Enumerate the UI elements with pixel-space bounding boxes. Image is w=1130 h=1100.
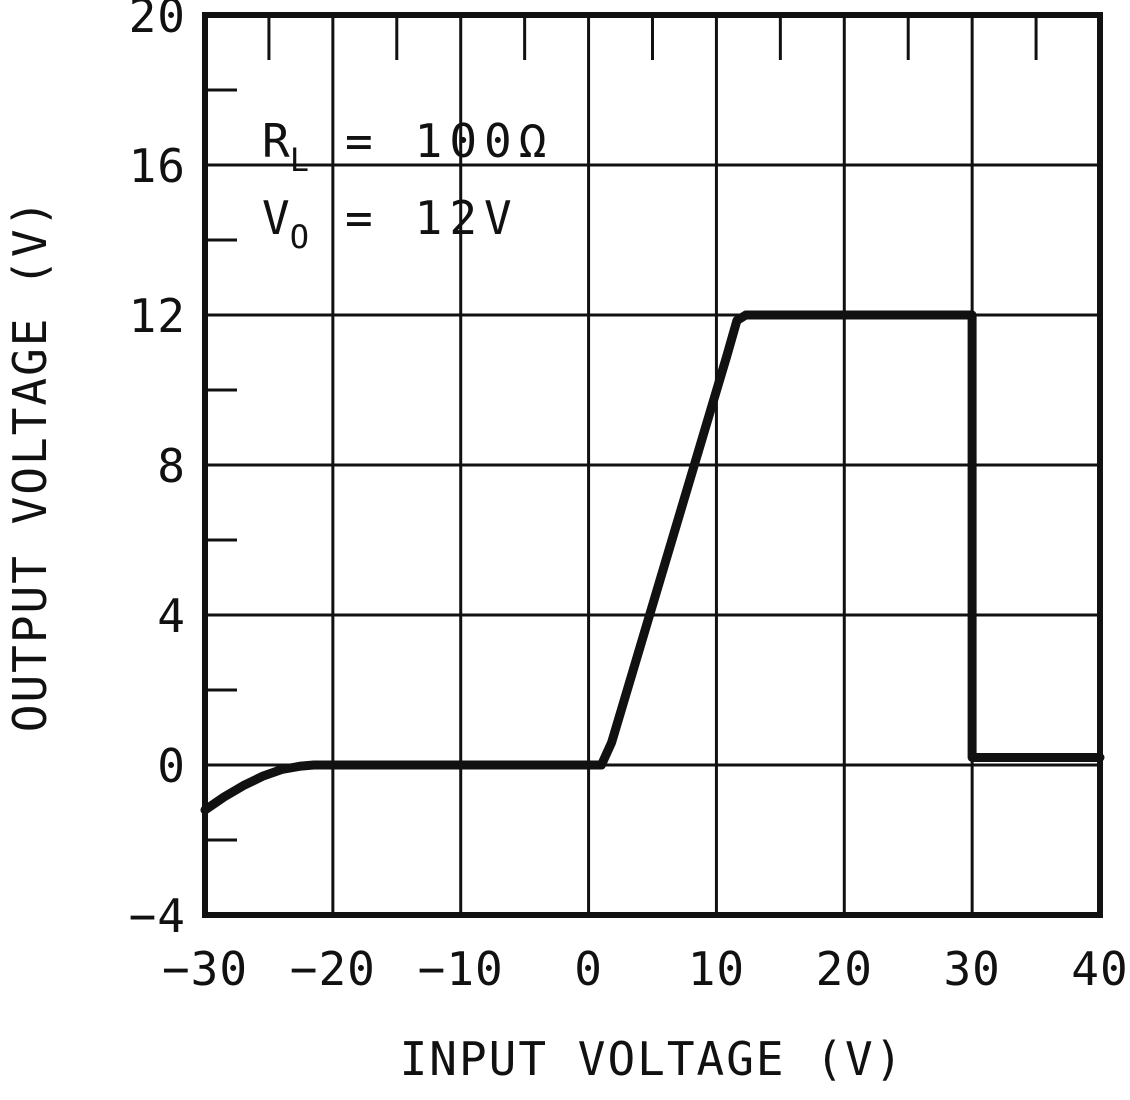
annotation2-var: V bbox=[262, 191, 290, 245]
series-output-voltage-vs-input-voltage bbox=[200, 310, 1105, 815]
grid-group bbox=[202, 12, 1103, 918]
annotation1-subscript: L bbox=[290, 141, 309, 179]
annotation1-equals: = bbox=[345, 114, 373, 168]
y-tick-label: 12 bbox=[129, 289, 186, 343]
x-tick-label: 40 bbox=[1071, 942, 1128, 996]
x-tick-label: 20 bbox=[816, 942, 873, 996]
annotation1-var: R bbox=[262, 114, 290, 168]
y-tick-label: 20 bbox=[129, 0, 186, 43]
annotation2-value: 12V bbox=[415, 191, 519, 245]
y-axis-label: OUTPUT VOLTAGE (V) bbox=[3, 198, 57, 733]
plot-border bbox=[202, 12, 1103, 918]
y-tick-label: 8 bbox=[157, 439, 186, 493]
y-tick-label: 16 bbox=[129, 139, 186, 193]
x-tick-label: 30 bbox=[943, 942, 1000, 996]
y-tick-label: 4 bbox=[157, 589, 186, 643]
x-tick-label: −10 bbox=[418, 942, 504, 996]
x-tick-label: 10 bbox=[688, 942, 745, 996]
x-tick-label: −30 bbox=[162, 942, 248, 996]
x-tick-label: −20 bbox=[290, 942, 376, 996]
tick-labels-group: −30 −20 −10 0 10 20 30 40 −4 0 4 8 12 16 20 bbox=[129, 0, 1128, 996]
y-tick-label: 0 bbox=[157, 739, 186, 793]
x-axis-label: INPUT VOLTAGE (V) bbox=[400, 1032, 905, 1086]
annotation2-equals: = bbox=[345, 191, 373, 245]
x-tick-label: 0 bbox=[574, 942, 603, 996]
annotation1-value: 100Ω bbox=[415, 114, 554, 168]
y-tick-label: −4 bbox=[129, 889, 186, 943]
annotation2-subscript: O bbox=[290, 218, 309, 256]
annotation-line-2: VO = 12V bbox=[262, 191, 519, 256]
curve-group bbox=[200, 310, 1105, 815]
annotation-line-1: RL = 100Ω bbox=[262, 114, 553, 179]
